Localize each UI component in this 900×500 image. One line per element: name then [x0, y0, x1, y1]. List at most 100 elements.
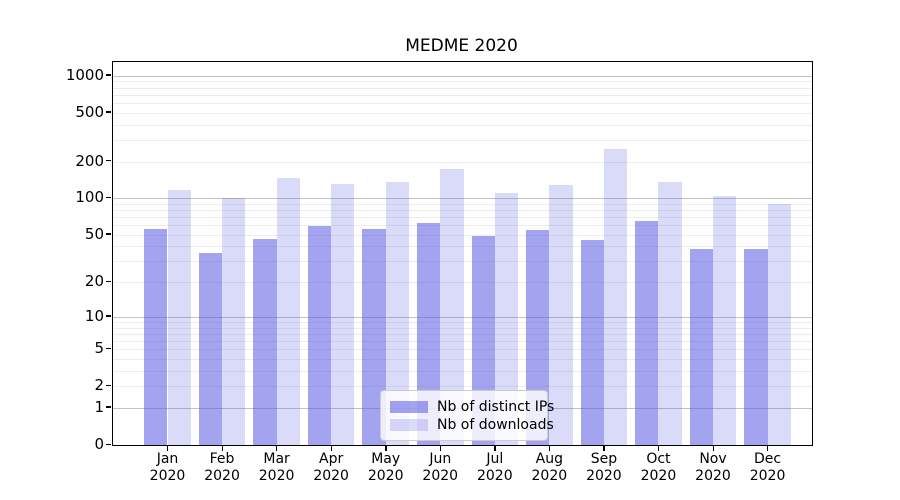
x-tick-label-jul: Jul 2020	[476, 451, 513, 484]
bar-distinct-ips-dec	[744, 249, 768, 445]
bar-distinct-ips-oct	[635, 221, 659, 445]
y-tick-label: 1000	[65, 65, 104, 84]
x-tick-mark	[657, 445, 660, 451]
bar-downloads-apr	[331, 183, 355, 445]
y-tick-label: 5	[94, 339, 104, 358]
gridline-minor	[113, 81, 812, 83]
gridline-minor	[113, 321, 812, 323]
bar-downloads-jul	[494, 193, 519, 445]
y-tick-mark	[106, 384, 111, 387]
gridline-minor	[113, 246, 812, 248]
bar-downloads-oct	[658, 181, 682, 445]
y-tick-mark	[106, 196, 111, 199]
gridline-minor	[113, 340, 812, 342]
bar-distinct-ips-sep	[580, 240, 604, 445]
y-tick-mark	[106, 233, 111, 235]
legend-entry-downloads: Nb of downloads	[390, 416, 554, 433]
x-tick-label-apr: Apr 2020	[313, 451, 349, 484]
chart-title: MEDME 2020	[405, 36, 518, 56]
y-tick-label: 20	[84, 272, 104, 291]
y-tick-mark	[106, 406, 111, 408]
y-tick-label: 200	[75, 151, 104, 170]
plot-area	[112, 61, 813, 446]
y-tick-label: 100	[75, 188, 104, 207]
gridline-minor	[113, 161, 812, 163]
x-tick-label-oct: Oct 2020	[640, 451, 677, 484]
legend: Nb of distinct IPs Nb of downloads	[380, 390, 554, 441]
bar-downloads-may	[385, 181, 409, 445]
gridline-minor	[113, 87, 812, 89]
x-tick-mark	[385, 445, 387, 451]
gridline-major	[113, 198, 812, 200]
legend-swatch-distinct-ips-icon	[390, 400, 428, 413]
y-tick-label: 0	[94, 435, 104, 453]
y-tick-mark	[106, 315, 111, 317]
gridline-minor	[113, 217, 812, 219]
x-tick-label-aug: Aug 2020	[531, 451, 568, 484]
bar-distinct-ips-apr	[307, 226, 332, 445]
bar-distinct-ips-mar	[253, 239, 277, 445]
y-tick-label: 1	[94, 397, 104, 416]
x-tick-mark	[603, 445, 605, 451]
bar-distinct-ips-nov	[689, 249, 713, 445]
bar-downloads-sep	[603, 148, 628, 445]
x-tick-label-dec: Dec 2020	[749, 451, 786, 484]
gridline-minor	[113, 349, 812, 351]
bar-downloads-feb	[222, 197, 246, 445]
y-tick-mark	[106, 74, 111, 76]
y-tick-mark	[106, 160, 111, 162]
bar-distinct-ips-feb	[198, 253, 223, 445]
gridline-minor	[113, 203, 812, 205]
gridline-minor	[113, 210, 812, 212]
gridline-minor	[113, 327, 812, 329]
legend-label-distinct-ips: Nb of distinct IPs	[437, 398, 555, 415]
y-tick-label: 500	[75, 102, 104, 121]
y-tick-mark	[106, 111, 111, 113]
x-tick-mark	[439, 445, 442, 451]
gridline-minor	[113, 225, 812, 227]
x-tick-label-may: May 2020	[367, 451, 404, 484]
y-tick-mark	[106, 280, 111, 283]
y-tick-mark	[106, 443, 111, 445]
x-tick-mark	[548, 445, 551, 451]
x-tick-mark	[712, 445, 714, 451]
gridline-minor	[113, 282, 812, 284]
y-tick-mark	[106, 347, 111, 350]
x-tick-label-nov: Nov 2020	[695, 451, 731, 484]
bar-downloads-jan	[167, 189, 191, 445]
x-tick-mark	[494, 445, 496, 451]
x-tick-mark	[276, 445, 278, 451]
gridline-minor	[113, 94, 812, 96]
bar-downloads-jun	[440, 168, 464, 445]
gridline-major	[113, 316, 812, 318]
gridline-minor	[113, 234, 812, 236]
y-tick-label: 10	[84, 306, 104, 325]
bar-distinct-ips-jun	[416, 222, 441, 445]
x-tick-label-feb: Feb 2020	[204, 451, 240, 484]
x-tick-mark	[221, 445, 223, 451]
gridline-minor	[113, 261, 812, 263]
x-tick-mark	[767, 445, 769, 451]
bar-downloads-nov	[713, 195, 737, 445]
x-tick-mark	[167, 445, 169, 451]
x-tick-label-sep: Sep 2020	[586, 451, 622, 484]
gridline-minor	[113, 358, 812, 360]
legend-label-downloads: Nb of downloads	[437, 416, 554, 433]
y-tick-label: 50	[84, 224, 104, 243]
gridline-minor	[113, 112, 812, 114]
bar-distinct-ips-jan	[144, 228, 168, 445]
gridline-major	[113, 75, 812, 77]
gridline-minor	[113, 370, 812, 372]
bar-downloads-dec	[767, 203, 791, 445]
gridline-minor	[113, 124, 812, 126]
legend-entry-distinct-ips: Nb of distinct IPs	[390, 398, 554, 415]
x-tick-label-mar: Mar 2020	[258, 451, 295, 484]
bar-downloads-aug	[549, 185, 573, 445]
x-tick-label-jun: Jun 2020	[422, 451, 459, 484]
gridline-minor	[113, 102, 812, 104]
y-tick-label: 2	[94, 376, 104, 395]
gridline-minor	[113, 333, 812, 335]
bar-distinct-ips-may	[362, 228, 386, 445]
x-tick-label-jan: Jan 2020	[149, 451, 186, 484]
